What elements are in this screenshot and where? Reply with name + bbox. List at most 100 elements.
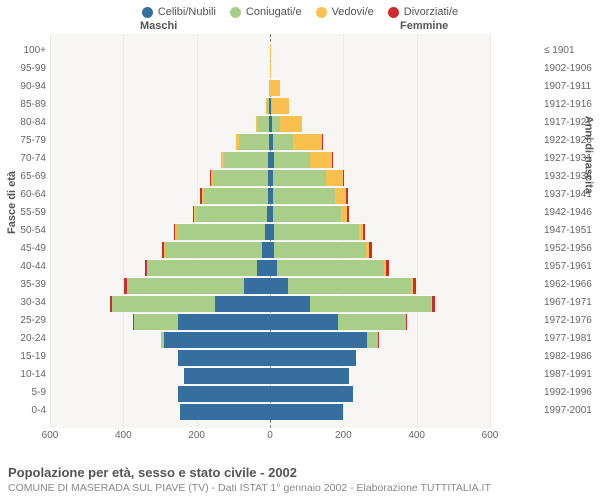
age-label: 30-34 [20,294,46,312]
age-label: 35-39 [20,276,46,294]
age-label: 50-54 [20,222,46,240]
pyramid-row [50,223,490,239]
pyramid-row [50,97,490,113]
pyramid-row [50,367,490,383]
age-labels: 100+95-9990-9485-8980-8475-7970-7465-696… [0,34,48,428]
bar-seg [272,98,289,114]
bar-seg [273,134,293,150]
female-bar [270,241,372,257]
legend-label: Celibi/Nubili [158,6,216,18]
bar-seg [346,188,347,204]
chart-subtitle: COMUNE DI MASERADA SUL PIAVE (TV) - Dati… [8,482,491,494]
male-bar [256,115,270,131]
bar-seg [326,170,343,186]
bar-seg [257,260,270,276]
bar-seg [215,296,270,312]
bar-seg [274,242,366,258]
age-label: 75-79 [20,132,46,150]
age-label: 100+ [23,42,46,60]
bar-seg [177,224,265,240]
male-bar [174,223,270,239]
pyramid-row [50,79,490,95]
age-label: 15-19 [20,348,46,366]
female-bar [270,169,344,185]
male-bar [221,151,270,167]
birth-label: 1947-1951 [544,222,592,240]
pyramid-row [50,295,490,311]
x-tick: 600 [482,430,499,441]
birth-label: 1987-1991 [544,366,592,384]
birth-label: 1952-1956 [544,240,592,258]
bar-seg [258,116,269,132]
birth-label: ≤ 1901 [544,42,575,60]
chart-title: Popolazione per età, sesso e stato civil… [8,465,491,480]
bar-seg [343,170,344,186]
bar-seg [244,278,270,294]
age-label: 70-74 [20,150,46,168]
pyramid-row [50,349,490,365]
female-bar [270,331,379,347]
bar-seg [273,206,341,222]
bar-seg [262,242,270,258]
label-male: Maschi [140,20,177,32]
pyramid-row [50,403,490,419]
age-label: 65-69 [20,168,46,186]
male-bar [184,367,270,383]
birth-label: 1922-1926 [544,132,592,150]
female-bar [270,151,333,167]
bar-seg [347,206,349,222]
age-label: 45-49 [20,240,46,258]
bar-seg [274,152,311,168]
bar-seg [224,152,268,168]
birth-label: 1992-1996 [544,384,592,402]
bar-seg [293,134,322,150]
bar-seg [204,188,268,204]
bar-seg [165,242,262,258]
male-bar [178,349,270,365]
bar-seg [270,62,271,78]
female-bar [270,223,365,239]
bar-seg [363,224,365,240]
legend-label: Coniugati/e [246,6,302,18]
bar-seg [270,260,277,276]
bar-seg [335,188,346,204]
birth-label: 1932-1936 [544,168,592,186]
bar-seg [273,188,335,204]
pyramid-row [50,115,490,131]
birth-label: 1957-1961 [544,258,592,276]
legend: Celibi/NubiliConiugati/eVedovi/eDivorzia… [0,6,600,18]
x-tick: 0 [267,430,273,441]
female-bar [270,133,323,149]
legend-item: Celibi/Nubili [142,6,216,18]
male-bar [162,241,270,257]
birth-label: 1962-1966 [544,276,592,294]
male-bar [200,187,270,203]
pyramid-row [50,313,490,329]
x-tick: 600 [42,430,59,441]
footer: Popolazione per età, sesso e stato civil… [8,465,491,494]
male-bar [193,205,270,221]
pyramid-row [50,205,490,221]
age-label: 55-59 [20,204,46,222]
x-tick: 200 [335,430,352,441]
bar-seg [270,278,288,294]
birth-label: 1902-1906 [544,60,592,78]
legend-item: Divorziati/e [388,6,458,18]
bar-seg [184,368,270,384]
population-pyramid: Celibi/NubiliConiugati/eVedovi/eDivorzia… [0,0,600,500]
bar-seg [147,260,257,276]
bar-seg [272,116,279,132]
bar-seg [112,296,215,312]
pyramid-row [50,187,490,203]
female-bar [270,259,389,275]
male-bar [180,403,270,419]
female-bar [270,97,289,113]
age-label: 40-44 [20,258,46,276]
bar-seg [406,314,407,330]
bar-seg [270,368,349,384]
pyramid-row [50,259,490,275]
male-bar [124,277,270,293]
bar-seg [322,134,323,150]
birth-label: 1942-1946 [544,204,592,222]
female-bar [270,79,280,95]
